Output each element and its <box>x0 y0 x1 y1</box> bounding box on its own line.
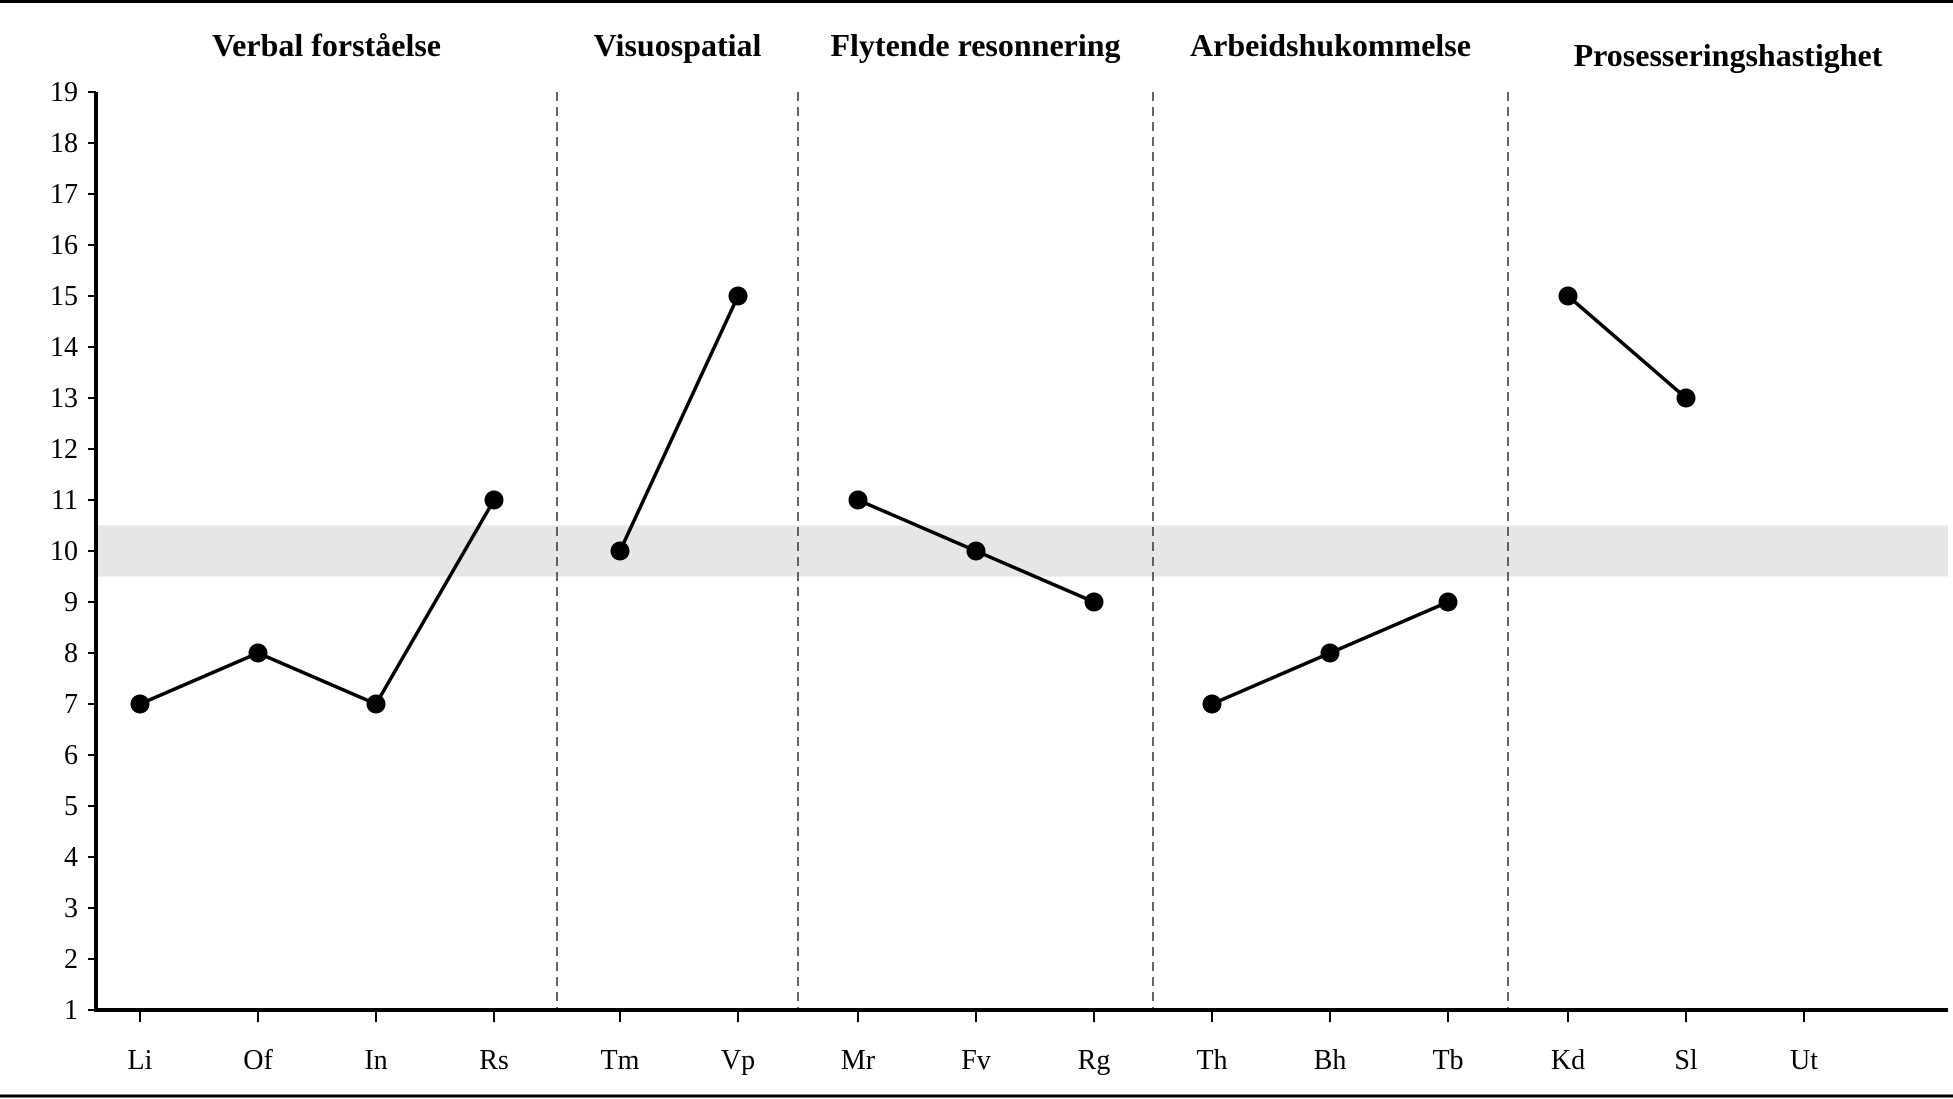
series-segment <box>975 549 1095 604</box>
data-point <box>1676 388 1696 408</box>
reference-band <box>96 525 1948 577</box>
series-segment <box>1329 600 1449 655</box>
data-point <box>366 694 386 714</box>
series-segment <box>857 498 977 553</box>
x-category-label: Li <box>128 1045 153 1076</box>
x-category-label: Rg <box>1078 1045 1111 1076</box>
y-tick-label: 13 <box>50 383 78 414</box>
series-segment <box>1211 651 1331 706</box>
data-point <box>610 541 630 561</box>
series-segment <box>139 651 259 706</box>
x-category-label: Fv <box>961 1045 991 1076</box>
x-category-label: Of <box>243 1045 273 1076</box>
x-category-label: In <box>364 1045 387 1076</box>
x-category-label: Bh <box>1314 1045 1347 1076</box>
y-tick-label: 1 <box>64 995 78 1026</box>
y-tick-label: 2 <box>64 944 78 975</box>
data-point <box>1320 643 1340 663</box>
data-point <box>966 541 986 561</box>
series-segment <box>374 499 496 705</box>
group-title: Flytende resonnering <box>830 27 1120 63</box>
y-tick-label: 6 <box>64 740 78 771</box>
y-tick-label: 8 <box>64 638 78 669</box>
y-tick-label: 12 <box>50 434 78 465</box>
y-tick-label: 17 <box>50 179 78 210</box>
group-title: Arbeidshukommelse <box>1190 27 1471 63</box>
data-point <box>484 490 504 510</box>
x-category-label: Tb <box>1432 1045 1463 1076</box>
y-tick-label: 10 <box>50 536 78 567</box>
y-tick-label: 14 <box>50 332 78 363</box>
x-category-label: Sl <box>1674 1045 1698 1076</box>
data-point <box>848 490 868 510</box>
y-tick-label: 11 <box>51 485 78 516</box>
data-point <box>1438 592 1458 612</box>
x-category-label: Mr <box>841 1045 876 1076</box>
x-category-label: Vp <box>721 1045 755 1076</box>
x-category-label: Ut <box>1790 1045 1818 1076</box>
x-category-label: Th <box>1196 1045 1227 1076</box>
y-tick-label: 3 <box>64 893 78 924</box>
y-tick-label: 4 <box>64 842 78 873</box>
data-point <box>1202 694 1222 714</box>
data-point <box>728 286 748 306</box>
x-category-label: Kd <box>1551 1045 1585 1076</box>
series-segment <box>618 295 740 552</box>
series-segment <box>1566 294 1688 400</box>
series-segment <box>257 651 377 706</box>
y-tick-label: 19 <box>50 77 78 108</box>
group-title: Prosesseringshastighet <box>1574 37 1883 73</box>
data-point <box>1084 592 1104 612</box>
group-title: Verbal forståelse <box>212 27 441 63</box>
y-tick-label: 5 <box>64 791 78 822</box>
y-tick-label: 7 <box>64 689 78 720</box>
group-title: Visuospatial <box>594 27 762 63</box>
y-tick-label: 15 <box>50 281 78 312</box>
data-point <box>248 643 268 663</box>
x-category-label: Rs <box>479 1045 509 1076</box>
x-category-label: Tm <box>601 1045 640 1076</box>
data-point <box>1558 286 1578 306</box>
y-tick-label: 9 <box>64 587 78 618</box>
y-tick-label: 18 <box>50 128 78 159</box>
data-point <box>130 694 150 714</box>
y-tick-label: 16 <box>50 230 78 261</box>
